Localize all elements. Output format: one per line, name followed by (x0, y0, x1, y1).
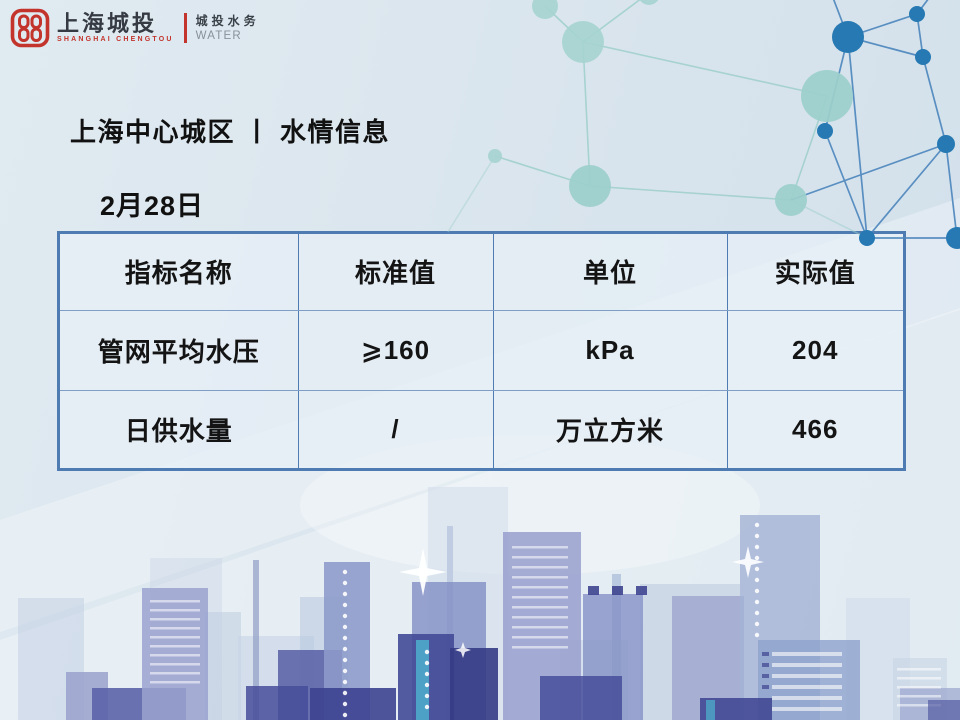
cell-standard: ⩾160 (297, 309, 494, 391)
logo-division-name-en: WATER (195, 29, 242, 42)
header-standard-value: 标准值 (297, 232, 494, 311)
header-actual-value: 实际值 (726, 232, 905, 311)
water-info-table: 指标名称 标准值 单位 实际值 管网平均水压 ⩾160 kPa 204 日供水量… (57, 231, 906, 471)
cell-unit: 万立方米 (492, 389, 728, 470)
page-title: 上海中心城区 丨 水情信息 (70, 117, 390, 147)
logo-company-name-en: SHANGHAI CHENGTOU (57, 36, 174, 43)
table-row: 日供水量 / 万立方米 466 (58, 389, 905, 470)
cell-actual: 204 (726, 309, 905, 391)
cell-indicator: 日供水量 (58, 389, 299, 470)
date-label: 2月28日 (100, 191, 205, 221)
logo: 上海城投 SHANGHAI CHENGTOU 城投水务 WATER (10, 7, 260, 49)
chengtou-logo-icon (10, 8, 50, 48)
cell-unit: kPa (492, 309, 728, 391)
logo-division-name: 城投水务 (195, 13, 260, 28)
logo-company-name: 上海城投 (57, 11, 158, 36)
header-unit: 单位 (492, 232, 728, 311)
city-skyline-illustration (18, 487, 960, 720)
cell-indicator: 管网平均水压 (58, 309, 299, 391)
cell-actual: 466 (726, 389, 905, 470)
header-indicator-name: 指标名称 (58, 232, 299, 311)
cell-standard: / (297, 389, 494, 470)
table-header-row: 指标名称 标准值 单位 实际值 (58, 232, 905, 311)
logo-divider (183, 13, 187, 43)
table-row: 管网平均水压 ⩾160 kPa 204 (58, 309, 905, 391)
